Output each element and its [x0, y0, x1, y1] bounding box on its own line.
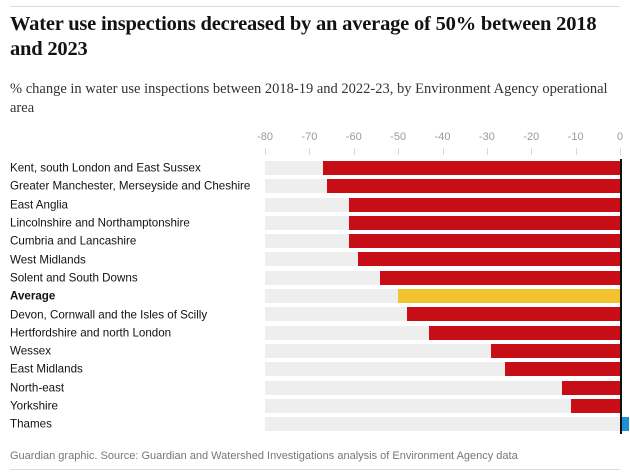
- bar: [322, 161, 620, 175]
- bar-track: [265, 398, 620, 413]
- bar-row-label: Solent and South Downs: [10, 271, 138, 285]
- bar-row-label: Average: [10, 289, 56, 303]
- bar-row: Cumbria and Lancashire: [0, 232, 630, 250]
- x-axis-tick-label: -10: [567, 131, 584, 143]
- bar: [349, 215, 620, 230]
- bar-row-label: Devon, Cornwall and the Isles of Scilly: [10, 308, 208, 322]
- x-axis-tick-label: -40: [434, 131, 451, 143]
- chart-subtitle: % change in water use inspections betwee…: [10, 81, 608, 116]
- x-axis-tick-mark: [575, 148, 577, 155]
- bar-row-label: Wessex: [10, 344, 52, 358]
- bar-row-label: North-east: [10, 381, 65, 395]
- bar: [358, 252, 620, 267]
- bar-row: Yorkshire: [0, 397, 630, 415]
- bar-row: Devon, Cornwall and the Isles of Scilly: [0, 305, 630, 323]
- bar-row-label: Yorkshire: [10, 399, 58, 413]
- plot-area: -80 -70 -60 -50 -40 -30 -20 -10 0 Kent, south Lo…: [0, 131, 630, 441]
- bar-row-label: Thames: [10, 417, 52, 431]
- page-title: Water use inspections decreased by an av…: [10, 13, 597, 60]
- bar-row: Greater Manchester, Merseyside and Chesh…: [0, 177, 630, 195]
- bar: [398, 289, 620, 304]
- bar: [504, 362, 620, 377]
- bar: [349, 197, 620, 212]
- bar-row: North-east: [0, 379, 630, 397]
- bar: [380, 270, 620, 285]
- x-axis-tick-label: -80: [257, 131, 273, 143]
- bar: [620, 417, 629, 432]
- bar-row: West Midlands: [0, 250, 630, 268]
- bar-row-label: West Midlands: [10, 253, 86, 267]
- bar-track: [265, 380, 620, 395]
- bar-row: Average: [0, 287, 630, 305]
- x-axis-tick-mark: [353, 148, 355, 155]
- x-axis-tick-label: -60: [345, 131, 362, 143]
- bar-row: Lincolnshire and Northamptonshire: [0, 214, 630, 232]
- bar-row-label: East Anglia: [10, 198, 69, 212]
- zero-axis-line: [620, 159, 622, 434]
- bar: [349, 234, 620, 249]
- bar-row-label: Kent, south London and East Sussex: [10, 161, 201, 175]
- x-axis-tick-mark: [398, 148, 400, 155]
- x-axis-tick-mark: [620, 148, 621, 155]
- bar-row-label: Hertfordshire and north London: [10, 326, 172, 340]
- bar: [571, 398, 620, 413]
- bar-row-label: Cumbria and Lancashire: [10, 234, 137, 248]
- x-axis-tick-mark: [486, 148, 488, 155]
- chart-source-note: Guardian graphic. Source: Guardian and W…: [10, 450, 518, 462]
- bar-row: East Midlands: [0, 360, 630, 378]
- bar-row: Wessex: [0, 342, 630, 360]
- x-axis-tick-mark: [265, 148, 266, 155]
- bar-row-label: East Midlands: [10, 362, 83, 376]
- x-axis-tick-mark: [531, 148, 533, 155]
- bar-row: East Anglia: [0, 196, 630, 214]
- bar: [429, 325, 620, 340]
- x-axis-ticks: [0, 148, 630, 155]
- bar-row: Solent and South Downs: [0, 269, 630, 287]
- bar: [562, 380, 620, 395]
- bar-rows: Kent, south London and East Sussex Greate…: [0, 159, 630, 433]
- bar-row: Thames: [0, 415, 630, 433]
- x-axis-tick-label: -20: [523, 131, 540, 143]
- bar-row: Hertfordshire and north London: [0, 324, 630, 342]
- bar: [491, 343, 620, 358]
- x-axis-tick-mark: [442, 148, 444, 155]
- x-axis-tick-mark: [309, 148, 311, 155]
- x-axis-tick-label: -50: [390, 131, 407, 143]
- bar-row-label: Lincolnshire and Northamptonshire: [10, 216, 190, 230]
- x-axis-tick-label: 0: [616, 131, 624, 143]
- top-divider: [10, 6, 620, 7]
- bar-row: Kent, south London and East Sussex: [0, 159, 630, 177]
- bar: [327, 179, 620, 194]
- bar-track: [265, 417, 620, 432]
- x-axis-tick-labels: -80 -70 -60 -50 -40 -30 -20 -10 0: [0, 131, 630, 147]
- bottom-divider: [10, 469, 620, 470]
- bar: [407, 307, 620, 322]
- x-axis-tick-label: -30: [478, 131, 495, 143]
- x-axis-tick-label: -70: [301, 131, 318, 143]
- bar-row-label: Greater Manchester, Merseyside and Chesh…: [10, 179, 251, 193]
